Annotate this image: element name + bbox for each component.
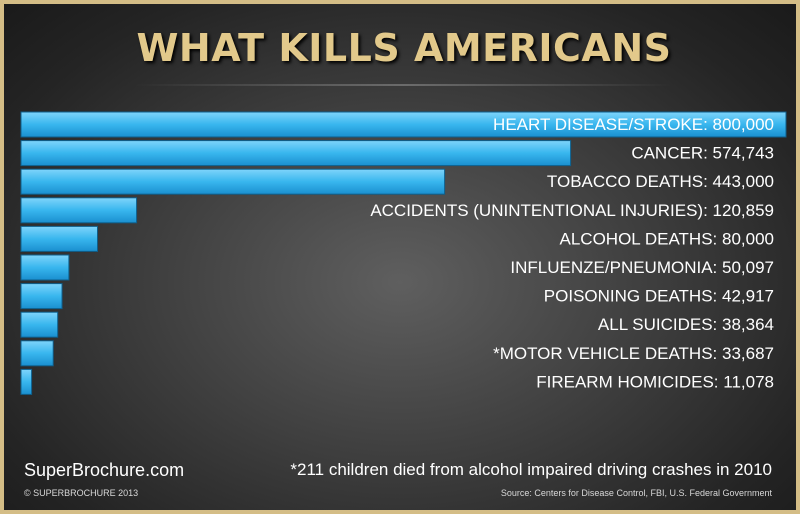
bar [20,168,446,195]
source-note: Source: Centers for Disease Control, FBI… [500,488,772,498]
bar [20,283,63,310]
bar-label: INFLUENZE/PNEUMONIA: 50,097 [510,258,774,277]
bar [20,111,787,138]
page-title: WHAT KILLS AMERICANS [136,26,672,70]
bar-group [20,111,787,395]
bar [20,311,59,338]
bar-label: FIREARM HOMICIDES: 11,078 [536,372,774,391]
footnote: *211 children died from alcohol impaired… [290,460,772,479]
bar-label: ALCOHOL DEATHS: 80,000 [560,229,774,248]
bar-label: ACCIDENTS (UNINTENTIONAL INJURIES): 120,… [370,201,774,220]
bar-label: HEART DISEASE/STROKE: 800,000 [493,115,774,134]
site-name: SuperBrochure.com [24,460,185,480]
title-divider [134,84,674,86]
bar [20,197,138,224]
bar [20,254,70,281]
bar-label: ALL SUICIDES: 38,364 [598,315,774,334]
bar-label: POISONING DEATHS: 42,917 [544,287,774,306]
bar-chart: HEART DISEASE/STROKE: 800,000 CANCER: 574… [20,111,787,395]
bar-label: TOBACCO DEATHS: 443,000 [547,172,774,191]
bar-label: CANCER: 574,743 [631,144,774,163]
bar [20,340,54,367]
bar [20,140,572,167]
label-group: HEART DISEASE/STROKE: 800,000 CANCER: 574… [370,115,774,391]
bar-label: *MOTOR VEHICLE DEATHS: 33,687 [493,344,774,363]
bar [20,225,98,252]
copyright: © SUPERBROCHURE 2013 [24,488,139,498]
bar [20,368,33,395]
